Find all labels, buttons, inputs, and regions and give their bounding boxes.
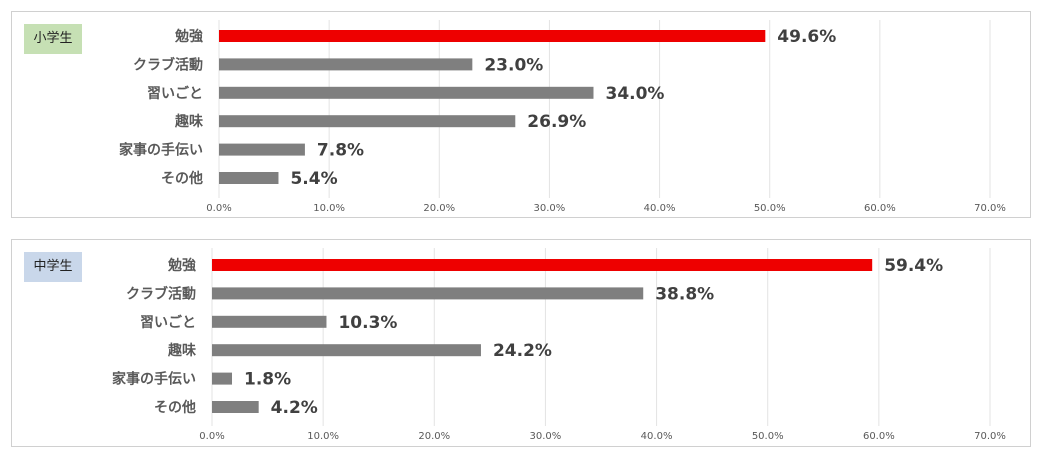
x-tick-label: 50.0% [752,431,784,442]
bar [219,30,766,42]
panel-label-junior-high: 中学生 [24,252,82,282]
data-label: 26.9% [527,112,586,132]
category-label: クラブ活動 [126,285,196,302]
x-tick-label: 30.0% [534,203,566,214]
bar [212,259,873,271]
bar [212,372,233,385]
category-label: その他 [161,170,203,187]
bar [219,143,305,156]
category-label: 習いごと [140,314,196,331]
x-tick-label: 40.0% [641,431,673,442]
category-label: 家事の手伝い [112,371,196,388]
x-tick-label: 70.0% [974,203,1006,214]
panel-label-elementary: 小学生 [24,24,82,54]
bar [212,287,644,300]
category-label: 勉強 [167,257,196,274]
x-tick-label: 20.0% [423,203,455,214]
category-label: 趣味 [167,342,196,359]
category-label: 習いごと [147,85,203,102]
x-tick-label: 30.0% [530,431,562,442]
data-label: 59.4% [884,256,943,276]
bar-chart-junior-high: 0.0% 10.0% 20.0% 30.0% 40.0% 50.0% 60.0% 70.0% 勉… [112,248,1006,442]
chart-panel-elementary: 小学生 0.0% 10.0% 20.0% 30.0% 40.0% 50.0% 60.0% 70… [11,11,1031,218]
x-tick-label: 10.0% [307,431,339,442]
x-tick-label: 60.0% [863,431,895,442]
x-tick-label: 20.0% [418,431,450,442]
category-label: その他 [154,399,196,416]
bar [219,172,279,184]
bar-chart-elementary: 0.0% 10.0% 20.0% 30.0% 40.0% 50.0% 60.0% 70.0% 勉… [119,20,1006,214]
x-tick-label: 70.0% [974,431,1006,442]
x-tick-label: 0.0% [206,203,231,214]
chart-panel-junior-high: 中学生 0.0% 10.0% 20.0% 30.0% 40.0% 50.0% 60.0% 70… [11,239,1031,447]
x-tick-label: 0.0% [199,431,224,442]
data-label: 38.8% [655,284,714,304]
data-label: 34.0% [605,84,664,104]
bar [219,115,516,128]
category-label: 家事の手伝い [119,142,203,159]
data-label: 24.2% [493,341,552,361]
data-label: 10.3% [338,313,397,333]
bar [219,86,594,99]
x-tick-label: 50.0% [754,203,786,214]
category-label: クラブ活動 [133,56,203,73]
data-label: 7.8% [317,141,364,161]
x-tick-label: 10.0% [313,203,345,214]
x-tick-label: 40.0% [644,203,676,214]
bar [212,401,259,413]
data-label: 5.4% [290,169,337,189]
bar [212,344,481,357]
data-label: 4.2% [271,398,318,418]
bar [219,58,473,71]
data-label: 23.0% [484,55,543,75]
data-label: 49.6% [777,27,836,47]
category-label: 勉強 [174,28,203,45]
category-label: 趣味 [174,113,203,130]
x-tick-label: 60.0% [864,203,896,214]
data-label: 1.8% [244,370,291,390]
bar [212,315,327,328]
